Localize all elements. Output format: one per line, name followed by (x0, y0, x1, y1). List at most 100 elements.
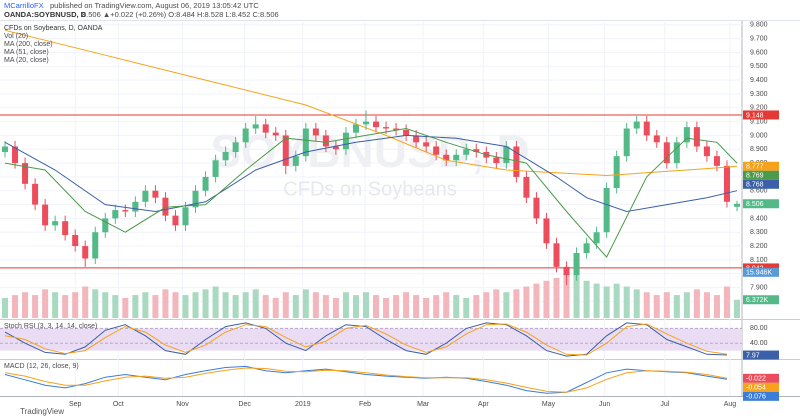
y-tick-label: 8.300 (750, 229, 768, 236)
y-tick-label: 9.000 (750, 132, 768, 139)
candle-body (42, 204, 49, 226)
price-label: 15.946K (746, 270, 772, 277)
legend-title: Stoch RSI (3, 3, 14, 14, close) (4, 323, 97, 330)
candle-body (683, 127, 690, 143)
candle-body (673, 142, 680, 164)
candle-body (272, 132, 279, 136)
candle-body (723, 165, 730, 202)
candle-body (122, 210, 129, 212)
candle-body (322, 135, 329, 147)
candle-body (633, 121, 640, 129)
volume-bar (563, 272, 570, 318)
price-label-box (743, 161, 779, 171)
y-tick-label: 9.400 (750, 77, 768, 84)
price-label-box (743, 267, 779, 277)
candle-body (332, 146, 339, 150)
candle-body (603, 187, 610, 233)
y-tick-label: 8.200 (750, 243, 768, 250)
candle-body (72, 235, 79, 247)
volume-bar (523, 286, 530, 318)
candle-body (623, 128, 630, 157)
x-tick-label: Aug (724, 401, 737, 408)
candle-body (132, 201, 139, 212)
indicator-line (4, 365, 728, 394)
price-label: -0.076 (746, 394, 766, 401)
y-tick-label: 8.600 (750, 188, 768, 195)
volume-bar (503, 292, 510, 318)
volume-bar (122, 297, 129, 318)
price-label-box (743, 199, 779, 209)
volume-bar (373, 295, 380, 318)
x-tick-label: May (542, 401, 556, 408)
indicator-line (4, 127, 738, 258)
candle-body (92, 232, 99, 259)
volume-bar (593, 283, 600, 318)
volume-bar (22, 292, 29, 318)
candle-body (302, 128, 309, 157)
y-tick-label: 9.800 (750, 22, 768, 29)
y-tick-label: 80.00 (750, 325, 768, 332)
candle-body (453, 154, 460, 161)
watermark-description: CFDs on Soybeans (283, 178, 456, 200)
candle-body (543, 218, 550, 244)
publisher[interactable]: MCarrilloFX (4, 1, 44, 10)
volume-bar (603, 286, 610, 318)
labels-layer: Sep Oct Nov Dec 2019 Feb Mar Apr May Jun Jul Aug 9.8… (4, 22, 779, 408)
candle-body (222, 152, 229, 161)
volume-bar (102, 292, 109, 318)
volume-bar (82, 286, 89, 318)
volume-bar (433, 295, 440, 318)
y-tick-label: 9.200 (750, 105, 768, 112)
candle-body (593, 232, 600, 244)
price-label: 9.148 (746, 112, 764, 119)
candle-body (182, 207, 189, 226)
volume-bar (92, 289, 99, 318)
candle-body (473, 149, 480, 153)
y-tick-label: 9.600 (750, 49, 768, 56)
volume-bar (473, 295, 480, 318)
volume-bar (643, 292, 650, 318)
indicator-line (4, 323, 728, 356)
volume-bar (733, 299, 740, 318)
candle-body (342, 132, 349, 150)
y-tick-label: 8.400 (750, 215, 768, 222)
x-tick-label: Apr (478, 401, 490, 408)
volume-bar (242, 292, 249, 318)
x-tick-label: Jul (660, 401, 669, 408)
volume-bar (683, 292, 690, 318)
volume-bar (543, 280, 550, 318)
price-label: -0.054 (746, 385, 766, 392)
volume-bar (202, 289, 209, 318)
candle-body (232, 142, 239, 153)
volume-bar (393, 295, 400, 318)
volume-bar (192, 292, 199, 318)
price-label-box (743, 110, 779, 120)
oscillator-band (0, 328, 742, 351)
candle-body (643, 121, 650, 136)
volume-bar (443, 292, 450, 318)
volume-bar (172, 292, 179, 318)
candle-body (142, 190, 149, 202)
candle-body (463, 149, 470, 155)
candle-body (262, 124, 269, 133)
volume-bar (62, 295, 69, 318)
y-tick-label: 9.700 (750, 35, 768, 42)
volume-bar (12, 295, 19, 318)
volume-bar (493, 289, 500, 318)
indicator-line (4, 322, 728, 357)
candle-body (583, 243, 590, 253)
indicator-line (4, 134, 738, 213)
price-label: 8.769 (746, 173, 764, 180)
volume-bar (633, 289, 640, 318)
candle-body (533, 197, 540, 219)
candle-body (413, 135, 420, 143)
candle-body (513, 146, 520, 177)
candle-body (282, 135, 289, 166)
legend-entry: MA (200, close) (4, 41, 53, 48)
y-tick-label: 40.00 (750, 340, 768, 347)
candle-body (202, 176, 209, 191)
candle-body (573, 252, 580, 276)
candle-body (242, 128, 249, 143)
volume-bar (162, 289, 169, 318)
